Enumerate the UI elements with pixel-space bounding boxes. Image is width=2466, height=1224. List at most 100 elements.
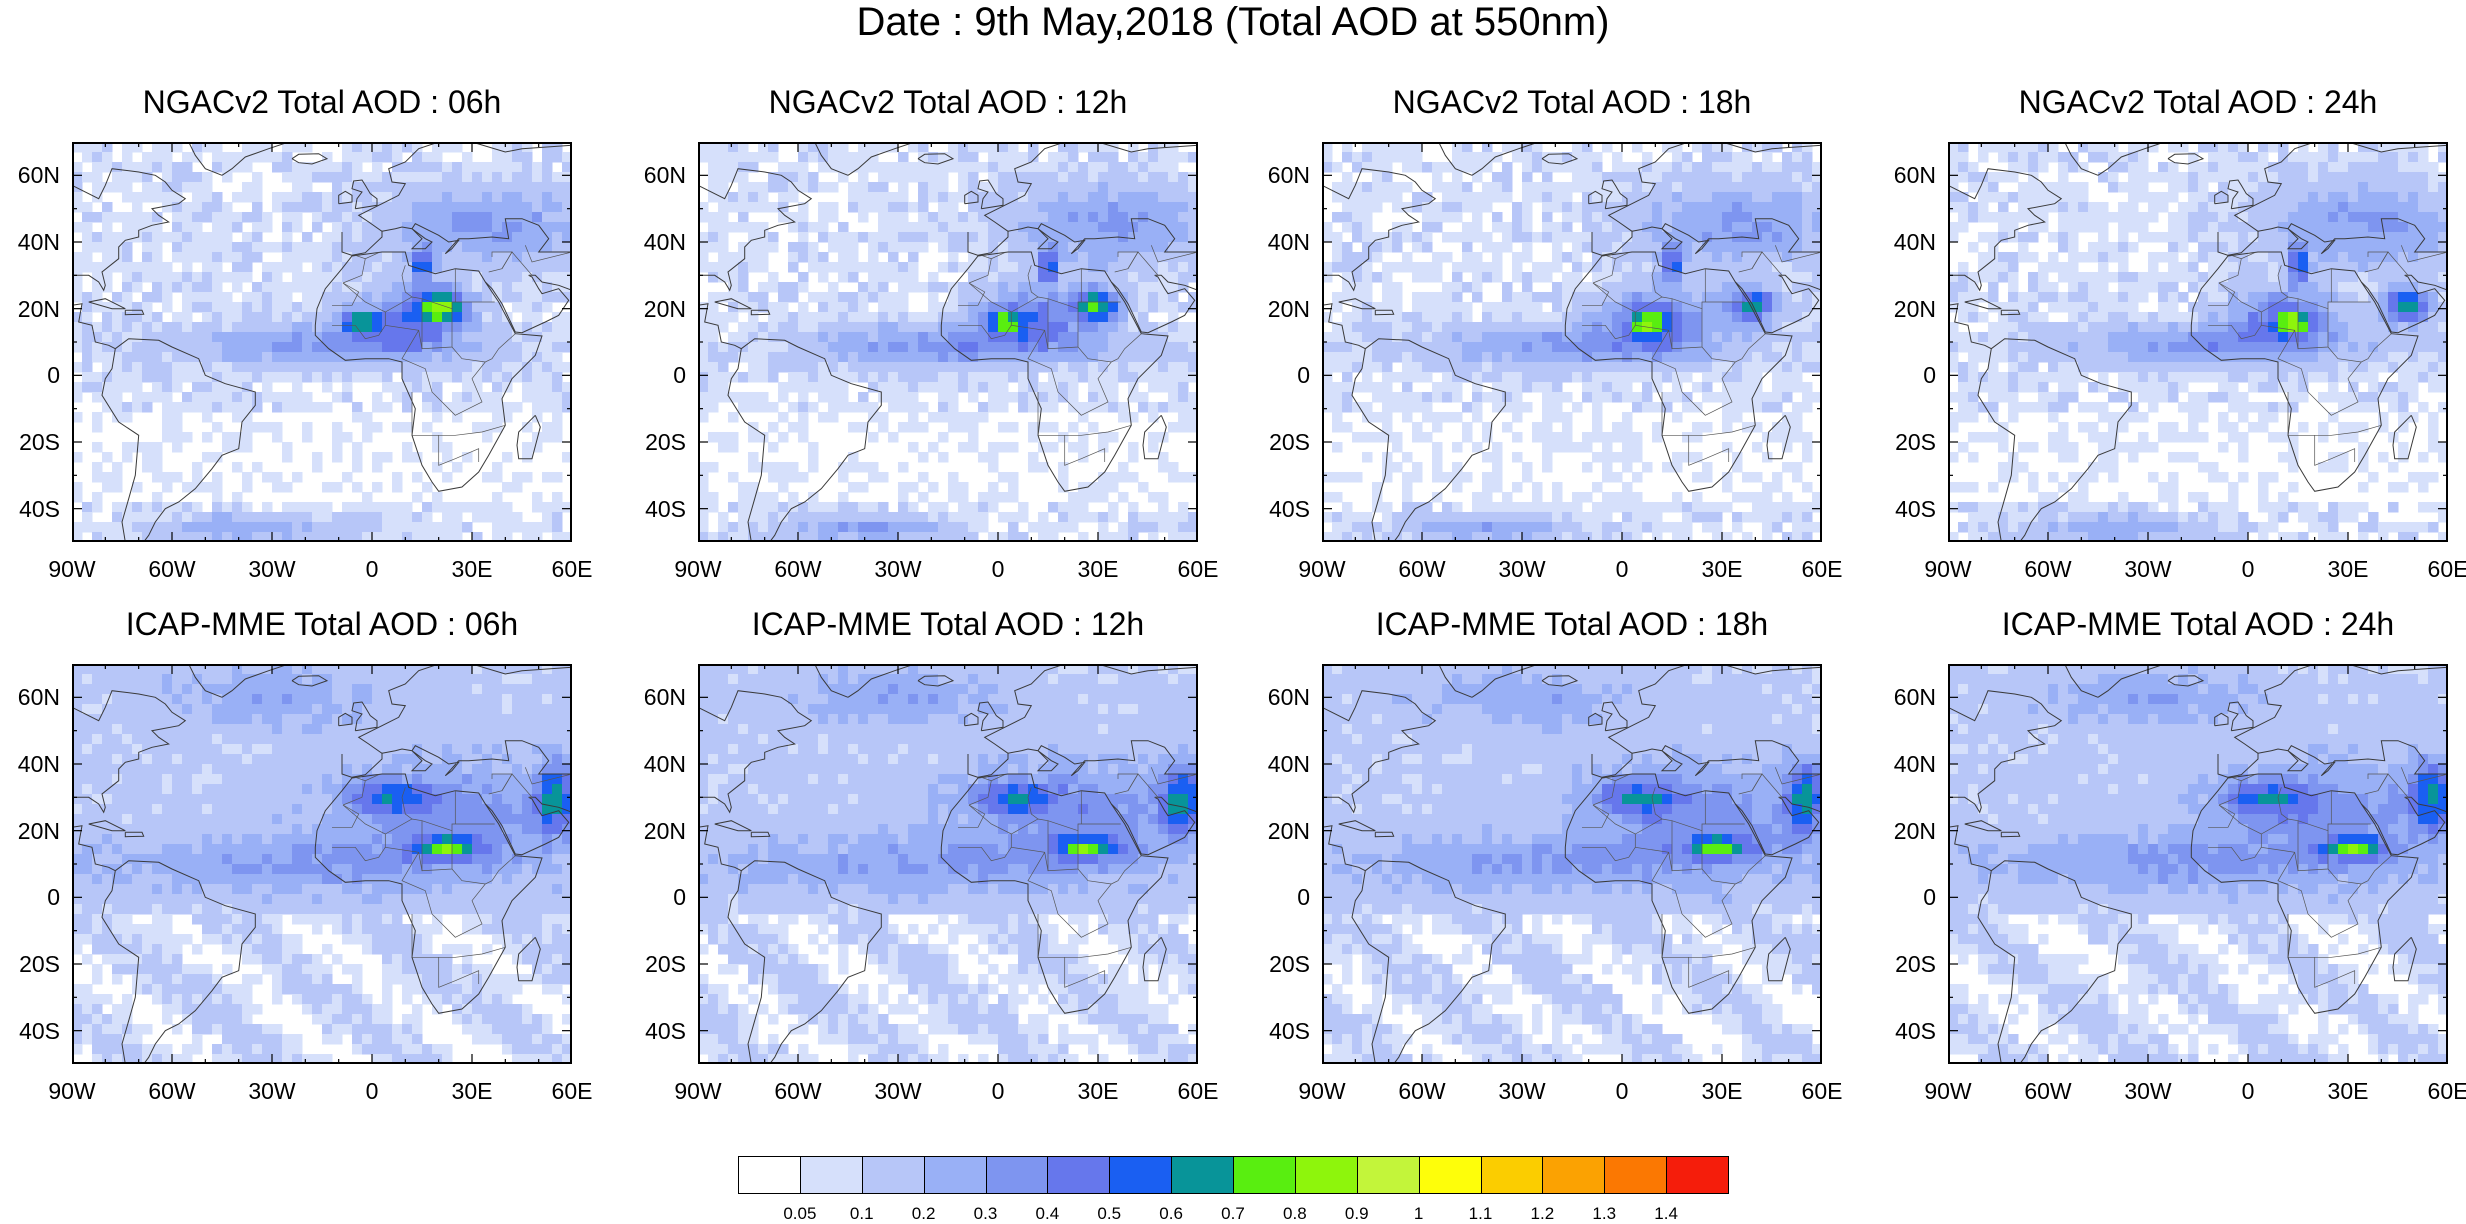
lat-tick-label: 40S [19,496,60,522]
lat-tick-label: 20N [644,296,686,322]
colorbar-swatch [1109,1156,1172,1194]
colorbar-label: 1.4 [1654,1204,1678,1224]
colorbar-label: 0.8 [1283,1204,1307,1224]
aod-map [698,142,1198,542]
aod-map [1948,664,2448,1064]
lat-tick-label: 0 [1923,362,1936,388]
lat-tick-label: 40S [1269,1018,1310,1044]
lat-tick-label: 40N [1894,751,1936,777]
aod-map [72,664,572,1064]
colorbar-label: 1.2 [1531,1204,1555,1224]
lon-tick-label: 30W [1498,556,1545,582]
lon-tick-label: 60E [1802,1078,1843,1104]
lon-tick-label: 90W [674,1078,721,1104]
lon-tick-label: 60W [774,1078,821,1104]
lat-tick-label: 20N [1894,818,1936,844]
lon-tick-label: 60E [1178,1078,1219,1104]
lat-tick-label: 60N [1894,162,1936,188]
lon-tick-label: 60E [1802,556,1843,582]
colorbar-swatch [924,1156,987,1194]
colorbar-swatch [986,1156,1049,1194]
lat-tick-label: 20S [1895,429,1936,455]
lon-tick-label: 60E [2428,556,2466,582]
lat-tick-label: 40S [19,1018,60,1044]
lon-tick-label: 90W [1924,1078,1971,1104]
colorbar-label: 1.3 [1592,1204,1616,1224]
lat-tick-label: 40N [644,229,686,255]
lon-tick-label: 30E [452,1078,493,1104]
lon-tick-label: 30E [452,556,493,582]
lon-tick-label: 90W [1298,556,1345,582]
lat-tick-label: 20N [1268,296,1310,322]
panel-title: NGACv2 Total AOD : 06h [52,84,592,120]
lon-tick-label: 0 [1616,556,1629,582]
colorbar-swatch [1481,1156,1544,1194]
aod-map [1322,664,1822,1064]
colorbar-label: 0.1 [850,1204,874,1224]
lat-tick-label: 40S [645,1018,686,1044]
lon-tick-label: 30W [248,1078,295,1104]
lon-tick-label: 30W [2124,556,2171,582]
lat-tick-label: 20N [644,818,686,844]
lat-tick-label: 40N [18,229,60,255]
lat-tick-label: 60N [644,684,686,710]
lat-tick-label: 20S [645,951,686,977]
colorbar-swatch [1295,1156,1358,1194]
lon-tick-label: 90W [1924,556,1971,582]
lon-tick-label: 90W [674,556,721,582]
colorbar-label: 0.9 [1345,1204,1369,1224]
panel-title: NGACv2 Total AOD : 24h [1928,84,2466,120]
lon-tick-label: 60E [2428,1078,2466,1104]
colorbar-label: 0.3 [974,1204,998,1224]
panel-title: NGACv2 Total AOD : 12h [678,84,1218,120]
lat-tick-label: 0 [673,362,686,388]
lat-tick-label: 60N [1268,684,1310,710]
lat-tick-label: 60N [644,162,686,188]
lon-tick-label: 30W [2124,1078,2171,1104]
lat-tick-label: 20N [1268,818,1310,844]
lat-tick-label: 40S [1895,1018,1936,1044]
lon-tick-label: 0 [1616,1078,1629,1104]
lat-tick-label: 20S [1895,951,1936,977]
lon-tick-label: 30E [1702,556,1743,582]
panel-title: NGACv2 Total AOD : 18h [1302,84,1842,120]
colorbar-label: 0.05 [783,1204,816,1224]
lat-tick-label: 20S [645,429,686,455]
colorbar-label: 0.7 [1221,1204,1245,1224]
lat-tick-label: 20N [18,818,60,844]
lon-tick-label: 60E [1178,556,1219,582]
lat-tick-label: 0 [1923,884,1936,910]
lon-tick-label: 0 [366,1078,379,1104]
colorbar-label: 0.6 [1159,1204,1183,1224]
lat-tick-label: 60N [18,162,60,188]
colorbar-label: 0.4 [1036,1204,1060,1224]
lon-tick-label: 30W [1498,1078,1545,1104]
lat-tick-label: 60N [1894,684,1936,710]
lat-tick-label: 40S [1269,496,1310,522]
lon-tick-label: 60W [148,1078,195,1104]
colorbar-swatch [1542,1156,1605,1194]
lon-tick-label: 60E [552,556,593,582]
aod-map [698,664,1198,1064]
colorbar-swatch [1233,1156,1296,1194]
lon-tick-label: 30E [2328,1078,2369,1104]
panel-title: ICAP-MME Total AOD : 18h [1302,606,1842,642]
lat-tick-label: 0 [673,884,686,910]
lon-tick-label: 0 [2242,556,2255,582]
lat-tick-label: 40N [1268,229,1310,255]
lon-tick-label: 30W [874,1078,921,1104]
aod-map [72,142,572,542]
lon-tick-label: 30W [248,556,295,582]
panel-title: ICAP-MME Total AOD : 24h [1928,606,2466,642]
lat-tick-label: 20S [1269,429,1310,455]
lat-tick-label: 40S [645,496,686,522]
lat-tick-label: 20S [19,429,60,455]
colorbar-label: 0.2 [912,1204,936,1224]
colorbar-swatch [1171,1156,1234,1194]
